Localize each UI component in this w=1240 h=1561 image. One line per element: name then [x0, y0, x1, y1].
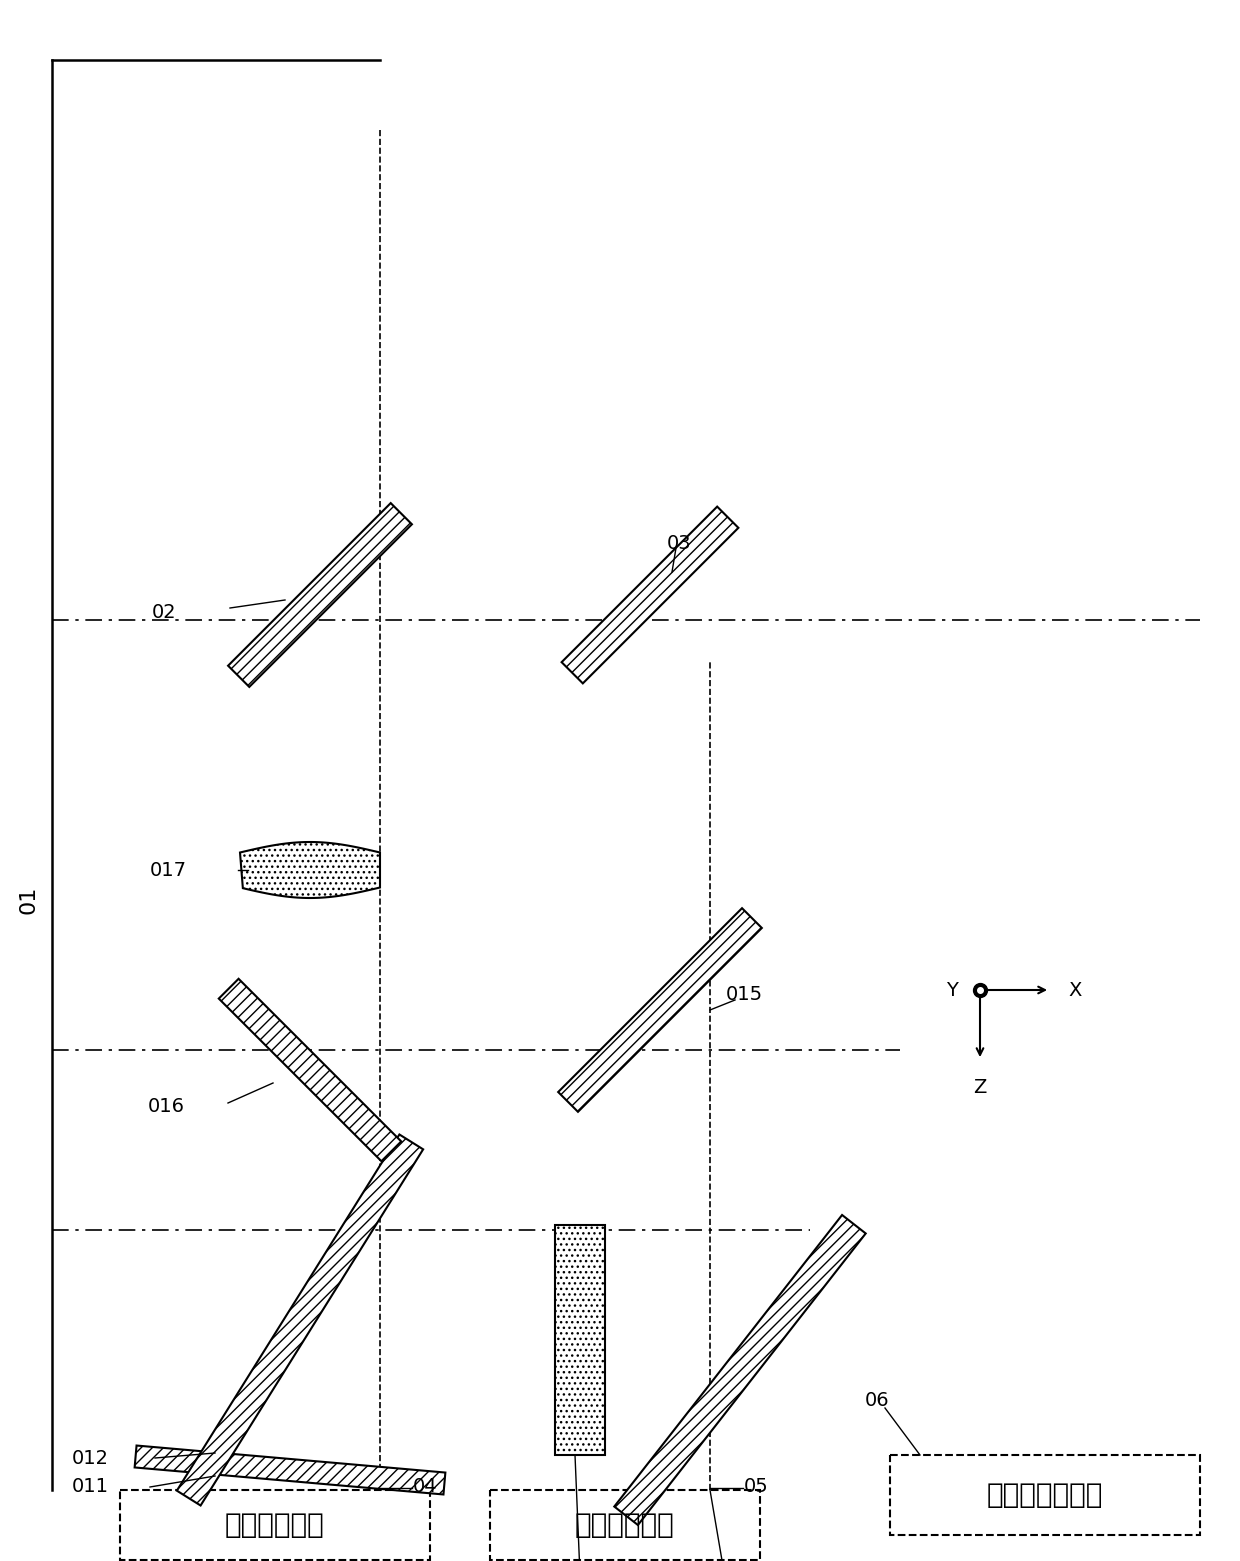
Text: 012: 012 — [72, 1449, 109, 1467]
Polygon shape — [177, 1135, 423, 1505]
Text: 02: 02 — [153, 603, 176, 621]
Text: 06: 06 — [866, 1391, 889, 1410]
Polygon shape — [135, 1445, 445, 1494]
PathPatch shape — [241, 841, 379, 898]
Text: 04: 04 — [413, 1477, 438, 1495]
Text: Z: Z — [973, 1079, 987, 1097]
Polygon shape — [562, 507, 738, 684]
Text: 015: 015 — [725, 985, 763, 1004]
Text: Y: Y — [946, 980, 959, 999]
Text: 可见光光学系统: 可见光光学系统 — [987, 1481, 1104, 1509]
Bar — [890, 1455, 1200, 1534]
Text: 011: 011 — [72, 1477, 109, 1495]
Text: 01: 01 — [19, 885, 38, 915]
Text: 05: 05 — [744, 1477, 769, 1495]
Text: 红外光学系统: 红外光学系统 — [226, 1511, 325, 1539]
Bar — [490, 1491, 760, 1559]
Polygon shape — [614, 1214, 866, 1525]
Bar — [120, 1491, 430, 1559]
Polygon shape — [228, 503, 412, 687]
Text: 017: 017 — [150, 860, 187, 879]
Text: 激光测距系统: 激光测距系统 — [575, 1511, 675, 1539]
Polygon shape — [558, 909, 761, 1111]
Text: X: X — [1068, 980, 1081, 999]
Polygon shape — [218, 979, 402, 1161]
Bar — [556, 1225, 605, 1455]
Text: 016: 016 — [148, 1097, 185, 1116]
Text: 03: 03 — [667, 534, 692, 553]
